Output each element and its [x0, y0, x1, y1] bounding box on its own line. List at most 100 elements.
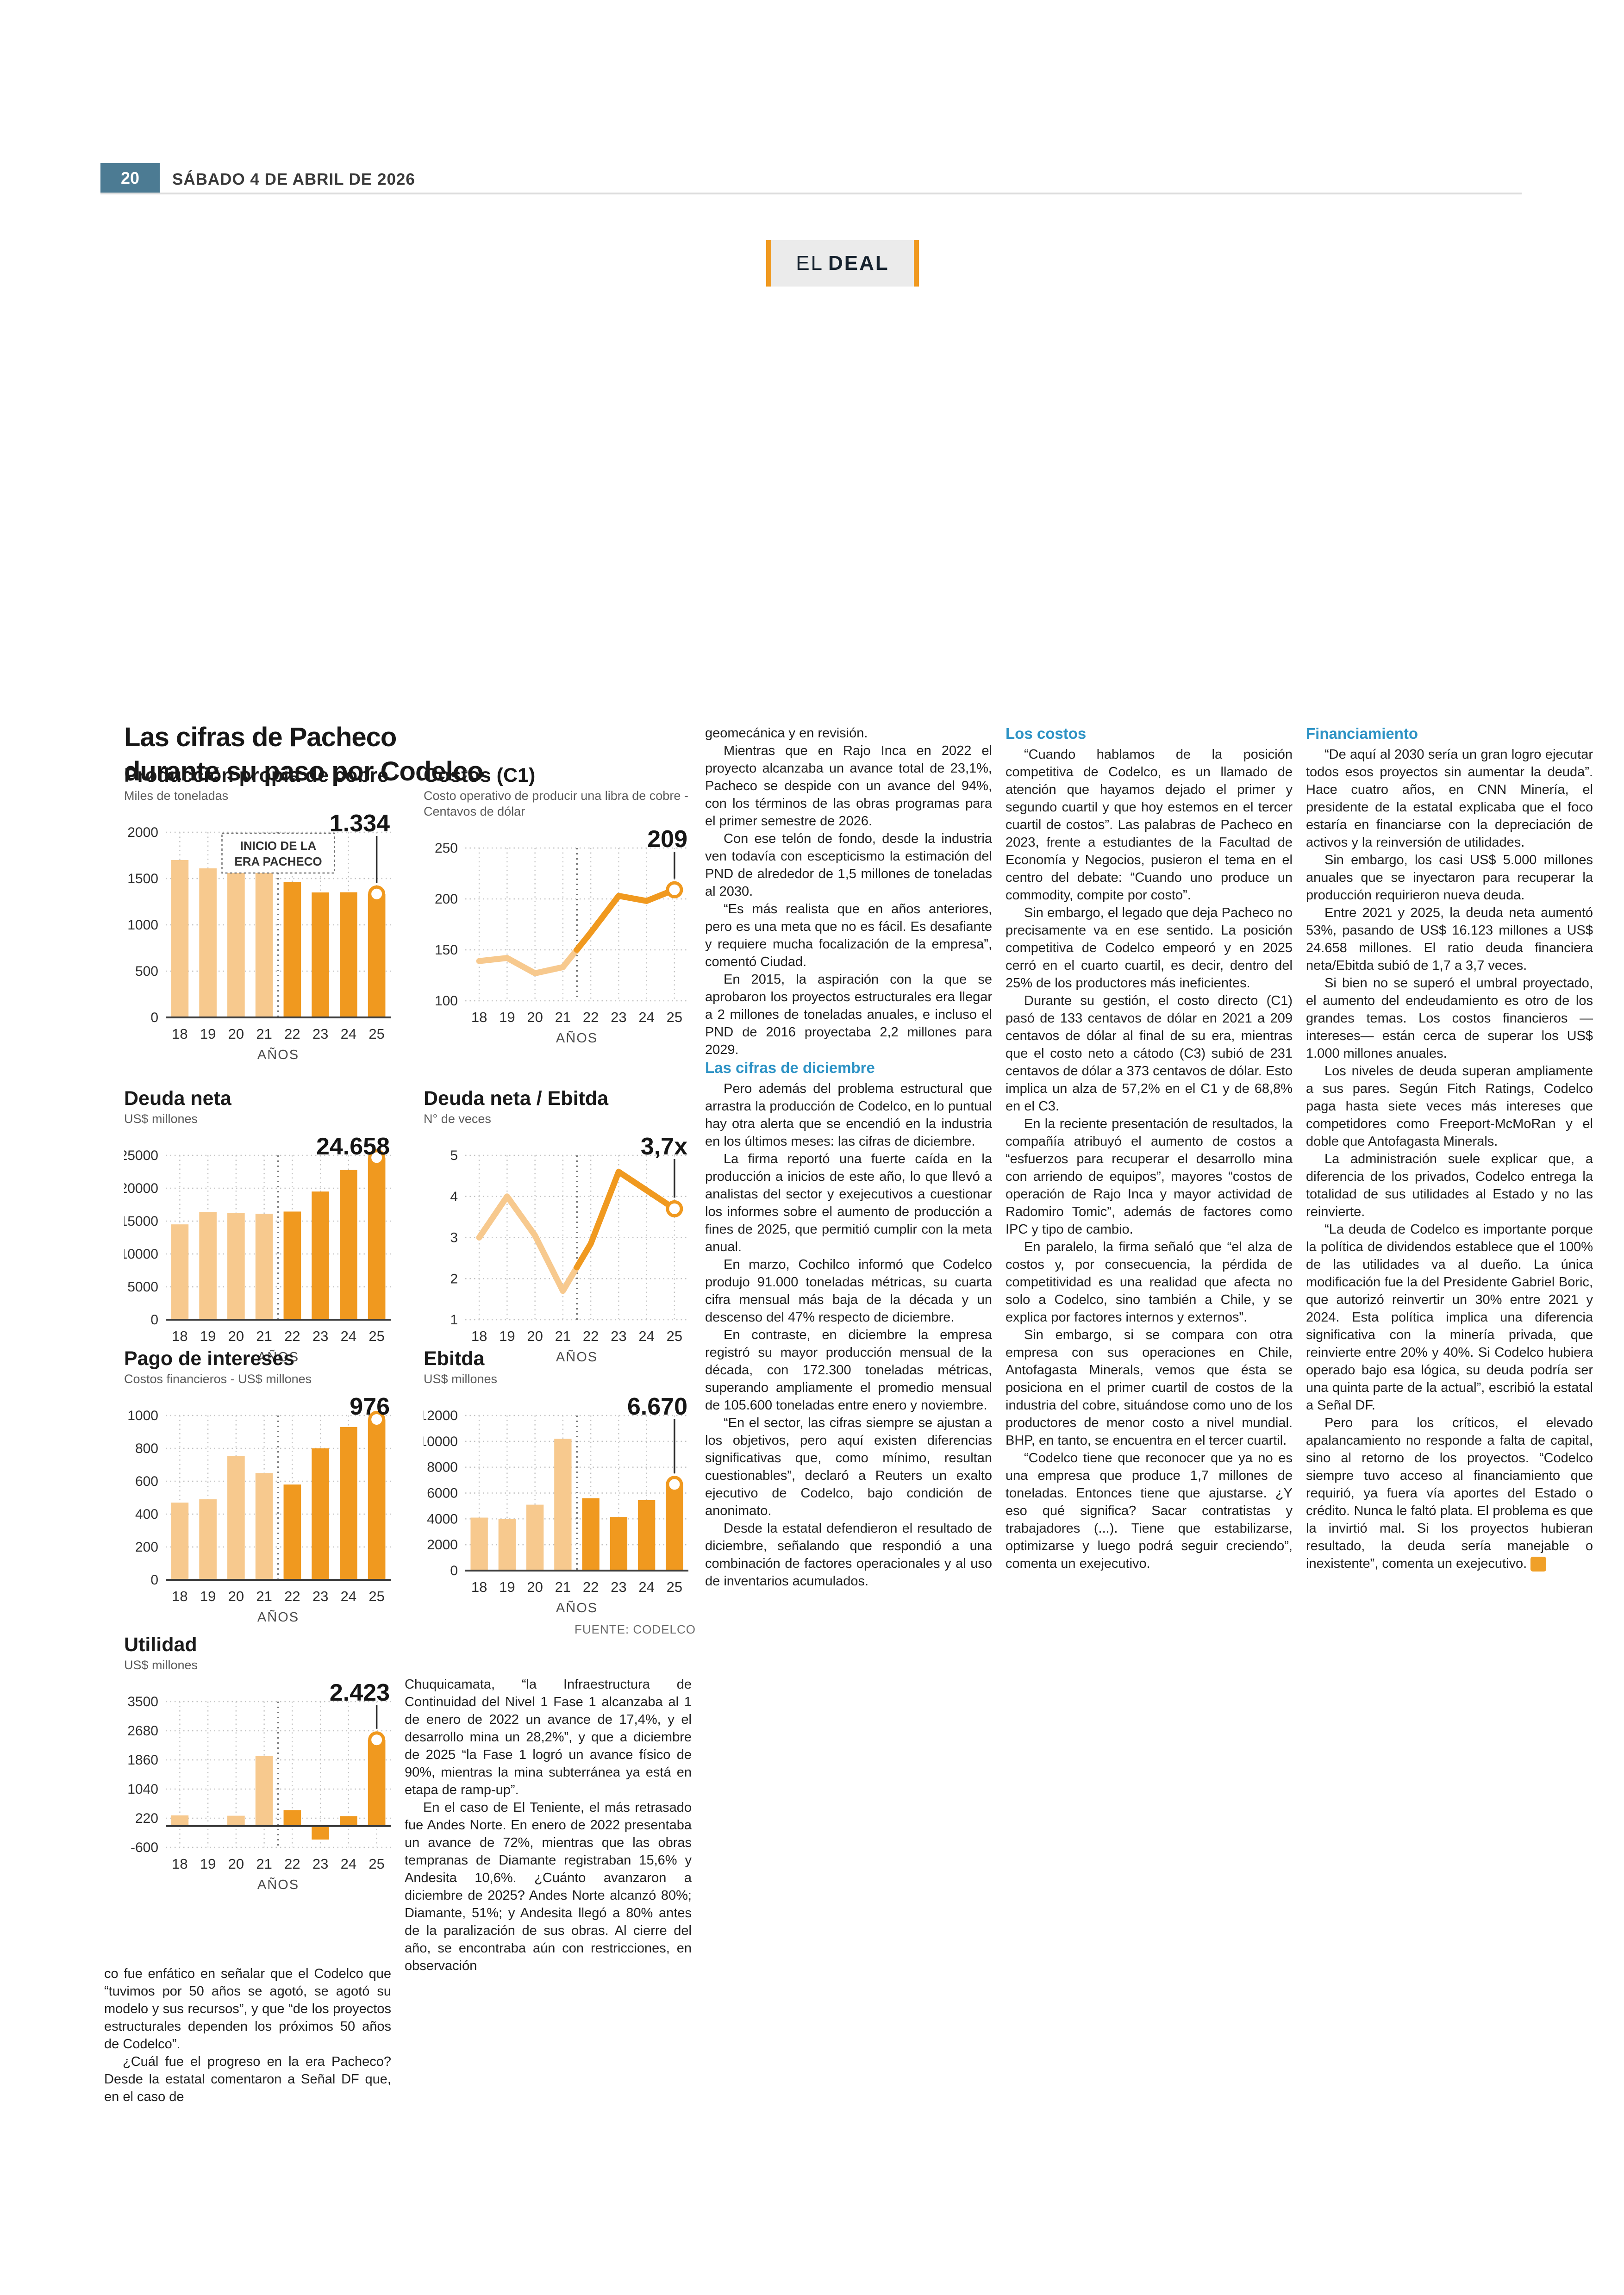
chart-ebitda: Ebitda US$ millones 0 2000 4000 6000 8000 100…: [419, 1347, 696, 1617]
badge-accent-bar-icon: [914, 240, 919, 287]
svg-text:21: 21: [555, 1579, 571, 1595]
svg-text:ERA PACHECO: ERA PACHECO: [234, 854, 322, 868]
svg-text:24: 24: [638, 1579, 654, 1595]
header-rule: [100, 193, 1522, 194]
svg-text:15000: 15000: [124, 1214, 158, 1229]
paragraph: La firma reportó una fuerte caída en la …: [705, 1152, 992, 1254]
paragraph: “De aquí al 2030 sería un gran logro eje…: [1306, 747, 1593, 850]
svg-text:AÑOS: AÑOS: [556, 1600, 598, 1615]
paragraph: Con ese telón de fondo, desde la industr…: [705, 831, 992, 899]
svg-text:150: 150: [435, 942, 458, 958]
svg-text:0: 0: [150, 1312, 158, 1328]
chart-subtitle: US$ millones: [424, 1372, 498, 1386]
article-col-2: Chuquicamata, “la Infraestructura de Con…: [405, 1676, 692, 1975]
paragraph: co fue enfático en señalar que el Codelc…: [104, 1966, 391, 2052]
svg-text:200: 200: [435, 892, 458, 907]
chart-subtitle: Costo operativo de producir una libra de…: [424, 789, 688, 818]
svg-text:20: 20: [228, 1856, 244, 1872]
svg-text:20: 20: [527, 1328, 543, 1344]
svg-text:21: 21: [256, 1026, 272, 1042]
paragraph: En la reciente presentación de resultado…: [1006, 1116, 1293, 1237]
chart-canvas: 0 200 400 600 800 1000 976 18 19 20 21 22 23 24 25 AÑOS: [124, 1390, 398, 1627]
svg-text:24: 24: [341, 1588, 356, 1604]
svg-text:250: 250: [435, 841, 458, 856]
svg-text:3,7x: 3,7x: [641, 1133, 687, 1160]
svg-text:AÑOS: AÑOS: [556, 1349, 598, 1364]
svg-text:976: 976: [350, 1393, 390, 1420]
svg-text:25: 25: [369, 1588, 384, 1604]
chart-produccion-propia-de-cobre: Producción propia de cobre Miles de tone…: [124, 764, 398, 1064]
svg-text:18: 18: [471, 1009, 487, 1025]
paragraph: En 2015, la aspiración con la que se apr…: [705, 972, 992, 1057]
chart-subtitle: US$ millones: [124, 1112, 198, 1126]
svg-text:24: 24: [638, 1328, 654, 1344]
svg-text:AÑOS: AÑOS: [257, 1609, 299, 1624]
svg-text:18: 18: [172, 1588, 187, 1604]
paragraph: “La deuda de Codelco es importante porqu…: [1306, 1222, 1593, 1413]
paragraph: geomecánica y en revisión.: [705, 726, 868, 741]
svg-text:3500: 3500: [127, 1694, 158, 1709]
svg-text:21: 21: [555, 1009, 571, 1025]
svg-text:23: 23: [312, 1328, 328, 1344]
svg-text:23: 23: [312, 1856, 328, 1872]
svg-text:19: 19: [200, 1328, 216, 1344]
svg-text:22: 22: [284, 1328, 300, 1344]
chart-canvas: 0 2000 4000 6000 8000 10000 12000 6.670 18 19 20 21…: [419, 1390, 696, 1617]
svg-text:1000: 1000: [127, 1408, 158, 1423]
svg-text:22: 22: [284, 1588, 300, 1604]
paragraph: La administración suele explicar que, a …: [1306, 1152, 1593, 1219]
svg-text:24: 24: [341, 1856, 356, 1872]
chart-title: Costos (C1): [424, 764, 536, 786]
column-heading-financiamiento: Financiamiento: [1306, 725, 1418, 742]
svg-text:25: 25: [369, 1328, 384, 1344]
paragraph: Desde la estatal defendieron el resultad…: [705, 1521, 992, 1589]
paragraph: Sin embargo, el legado que deja Pacheco …: [1006, 905, 1293, 991]
svg-text:5: 5: [450, 1148, 458, 1163]
svg-text:-600: -600: [131, 1840, 158, 1855]
svg-text:8000: 8000: [427, 1460, 458, 1475]
svg-text:23: 23: [611, 1009, 626, 1025]
paragraph: Chuquicamata, “la Infraestructura de Con…: [405, 1677, 692, 1797]
svg-text:1000: 1000: [127, 917, 158, 933]
svg-text:1860: 1860: [127, 1752, 158, 1768]
svg-text:209: 209: [647, 826, 687, 853]
paragraph: Pero para los críticos, el elevado apala…: [1306, 1416, 1593, 1572]
article-col-3: geomecánica y en revisión. Mientras que …: [705, 724, 992, 1590]
infographic-title: Las cifras de Pacheco durante su paso po…: [124, 720, 483, 789]
svg-text:2000: 2000: [427, 1537, 458, 1553]
svg-text:0: 0: [150, 1572, 158, 1588]
chart-title: Producción propia de cobre: [124, 764, 389, 786]
source-note: FUENTE: CODELCO: [574, 1622, 696, 1636]
paragraph: Si bien no se superó el umbral proyectad…: [1306, 976, 1593, 1061]
senal-df-endmark-icon: S: [1530, 1557, 1557, 1572]
svg-text:23: 23: [312, 1026, 328, 1042]
svg-text:20: 20: [527, 1579, 543, 1595]
badge-accent-bar-icon: [766, 240, 771, 287]
chart-title: Utilidad: [124, 1634, 197, 1656]
svg-text:22: 22: [583, 1328, 599, 1344]
svg-text:220: 220: [135, 1811, 158, 1826]
paragraph: ¿Cuál fue el progreso en la era Pacheco?…: [104, 2054, 391, 2104]
svg-text:20000: 20000: [124, 1181, 158, 1196]
chart-canvas: 0 500 1000 1500 2000 1.334 INICIO DE LA ERA PAC…: [124, 806, 398, 1064]
svg-text:20: 20: [228, 1328, 244, 1344]
svg-text:22: 22: [583, 1579, 599, 1595]
svg-text:12000: 12000: [424, 1408, 458, 1423]
svg-text:200: 200: [135, 1540, 158, 1555]
svg-text:6000: 6000: [427, 1486, 458, 1501]
svg-text:400: 400: [135, 1507, 158, 1522]
chart-title: Deuda neta: [124, 1087, 231, 1110]
svg-text:25: 25: [369, 1026, 384, 1042]
svg-text:18: 18: [471, 1328, 487, 1344]
paragraph: “Cuando hablamos de la posición competit…: [1006, 747, 1293, 903]
svg-text:1: 1: [450, 1312, 458, 1328]
chart-deuda-neta-ebitda: Deuda neta / Ebitda N° de veces 1 2 3 4 5 3,7…: [424, 1087, 696, 1366]
svg-text:24.658: 24.658: [316, 1133, 390, 1160]
svg-text:23: 23: [312, 1588, 328, 1604]
svg-text:22: 22: [284, 1856, 300, 1872]
svg-text:6.670: 6.670: [627, 1393, 687, 1420]
page-date: SÁBADO 4 DE ABRIL DE 2026: [172, 170, 415, 188]
svg-text:1040: 1040: [127, 1782, 158, 1797]
paragraph: Sin embargo, los casi US$ 5.000 millones…: [1306, 853, 1593, 903]
